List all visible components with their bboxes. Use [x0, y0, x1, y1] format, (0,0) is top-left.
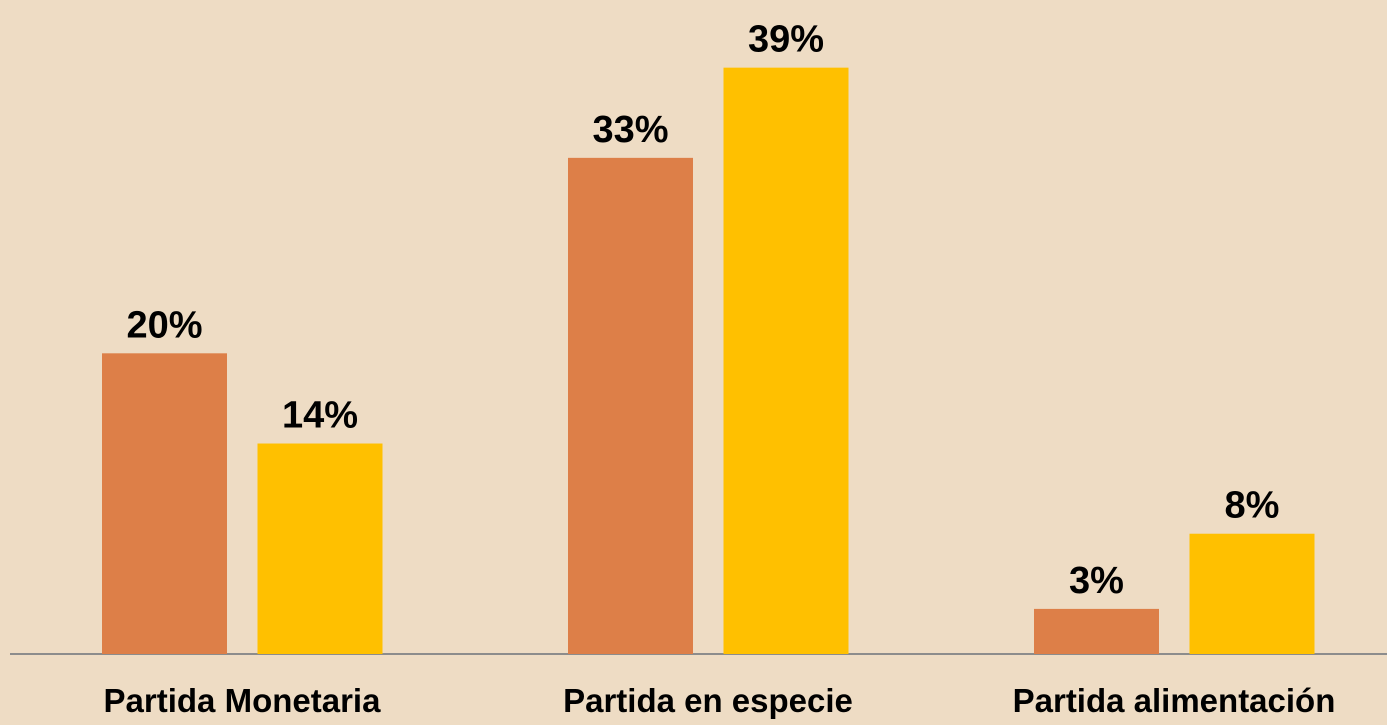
x-tick-label: Partida en especie: [563, 682, 853, 719]
data-label: 39%: [748, 19, 824, 61]
bar: [723, 67, 849, 655]
data-label: 8%: [1225, 485, 1280, 527]
data-label: 20%: [126, 304, 202, 346]
bar: [568, 157, 693, 655]
data-label: 14%: [282, 395, 358, 437]
data-label: 3%: [1069, 560, 1124, 602]
x-tick-label: Partida Monetaria: [104, 682, 382, 719]
bar: [1034, 608, 1159, 654]
data-label: 33%: [592, 109, 668, 151]
bar: [102, 353, 227, 654]
bar: [257, 443, 383, 654]
bar: [1189, 533, 1315, 654]
x-tick-label: Partida alimentación: [1013, 682, 1336, 719]
